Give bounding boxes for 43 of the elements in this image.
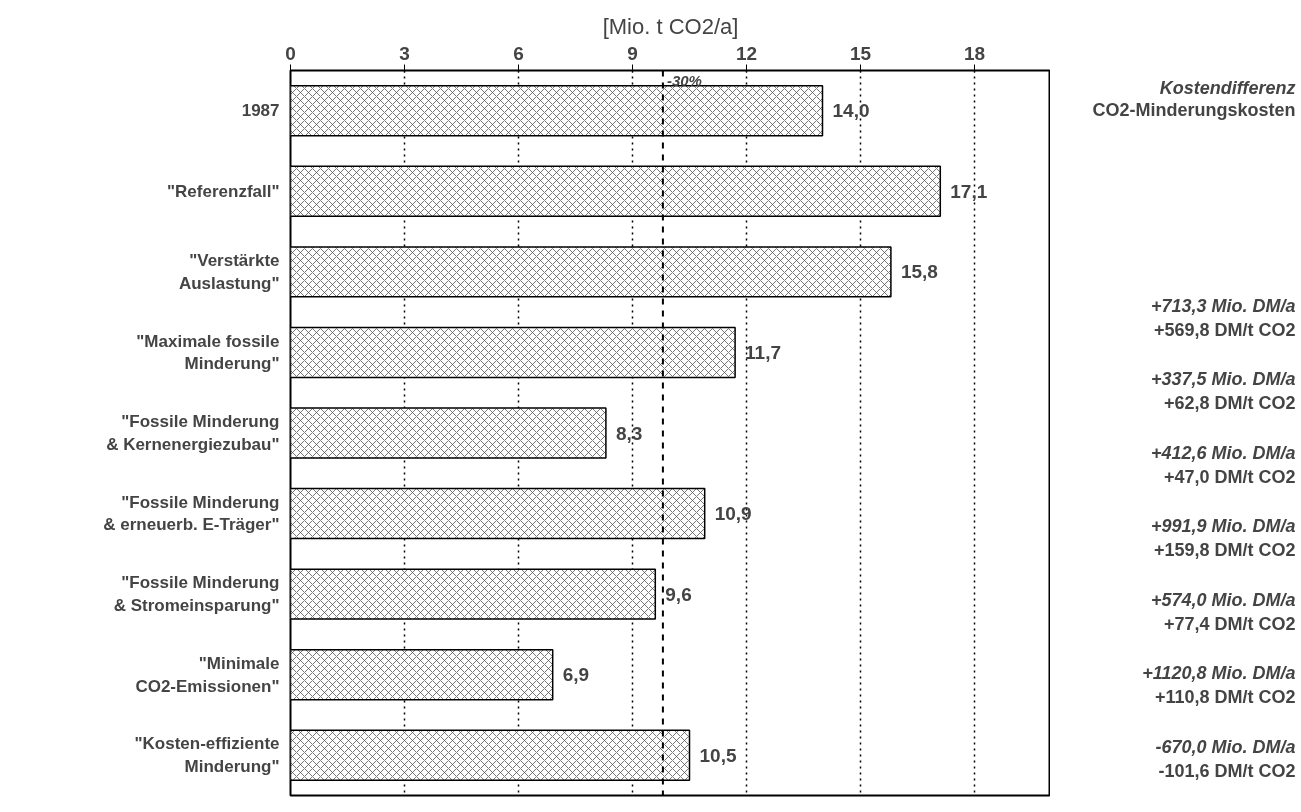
text: +337,5 Mio. DM/a — [1150, 369, 1296, 390]
x-tick-label: 3 — [399, 42, 410, 64]
x-tick-label: 0 — [285, 42, 296, 64]
text: +110,8 DM/t CO2 — [1154, 687, 1296, 708]
y-tick-label: "Verstärkte Auslastung" — [178, 250, 280, 293]
x-tick-label: 6 — [513, 42, 524, 64]
data-label: 11,7 — [745, 341, 782, 363]
y-tick-label: "Fossile Minderung & Kernenergiezubau" — [106, 412, 280, 454]
text: -670,0 Mio. DM/a — [1155, 736, 1296, 757]
text: +1120,8 Mio. DM/a — [1142, 663, 1296, 684]
text: +77,4 DM/t CO2 — [1163, 613, 1296, 634]
text: -101,6 DM/t CO2 — [1158, 760, 1296, 781]
text: Kostendifferenz — [1159, 77, 1296, 98]
y-tick-label: "Fossile Minderung & Stromeinsparung" — [113, 573, 280, 616]
data-label: 15,8 — [900, 261, 938, 283]
data-label: 9,6 — [665, 583, 692, 605]
x-tick-label: 12 — [735, 42, 758, 64]
text: CO2-Minderungskosten — [1092, 99, 1296, 120]
data-label: 17,1 — [950, 180, 988, 202]
text: +62,8 DM/t CO2 — [1163, 393, 1296, 414]
annotation: -30% — [666, 71, 702, 89]
data-label: 10,9 — [714, 503, 752, 525]
text: +574,0 Mio. DM/a — [1150, 589, 1296, 610]
data-label: 14,0 — [832, 100, 870, 122]
text: +47,0 DM/t CO2 — [1163, 466, 1296, 487]
y-tick-label: "Kosten-effiziente Minderung" — [134, 734, 280, 777]
x-tick-label: 9 — [627, 42, 638, 64]
y-tick-label: "Referenzfall" — [167, 181, 280, 201]
y-tick-label: 1987 — [241, 101, 280, 121]
text: +412,6 Mio. DM/a — [1150, 442, 1296, 463]
text: +159,8 DM/t CO2 — [1153, 540, 1296, 561]
x-axis-title: [Mio. t CO2/a] — [602, 13, 739, 39]
y-tick-label: "Maximale fossile Minderung" — [136, 331, 280, 374]
x-tick-label: 18 — [963, 42, 986, 64]
y-tick-label: "Fossile Minderung & erneuerb. E-Träger" — [103, 492, 280, 535]
text: +713,3 Mio. DM/a — [1150, 295, 1296, 316]
data-label: 6,9 — [562, 664, 590, 686]
text: +569,8 DM/t CO2 — [1153, 319, 1296, 340]
data-label: 8,3 — [615, 422, 643, 444]
text: +991,9 Mio. DM/a — [1150, 516, 1296, 537]
x-tick-label: 15 — [849, 42, 872, 64]
data-label: 10,5 — [699, 744, 737, 766]
y-tick-label: "Minimale CO2-Emissionen" — [135, 653, 280, 696]
